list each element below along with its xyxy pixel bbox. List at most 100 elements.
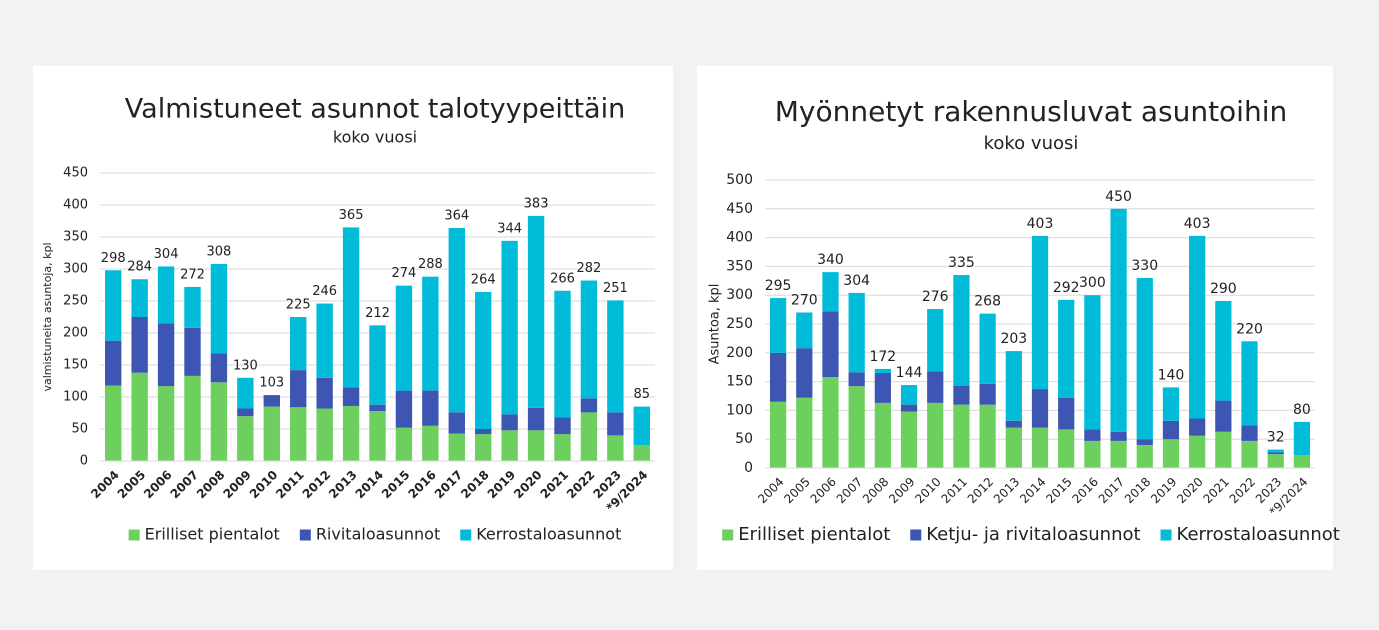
total-label: 264 (471, 273, 496, 288)
bar-segment (210, 382, 228, 461)
total-label: 308 (207, 244, 232, 259)
bar-segment (1267, 454, 1284, 468)
total-label: 276 (922, 289, 949, 305)
total-label: 365 (339, 208, 364, 223)
bar-segment (157, 323, 175, 387)
total-label: 80 (1293, 402, 1311, 418)
bar-segment (796, 397, 813, 468)
bar-segment (1136, 439, 1153, 445)
bar-segment (554, 417, 571, 435)
total-label: 284 (127, 260, 152, 275)
bar-segment (1241, 425, 1258, 441)
bar-segment (580, 280, 598, 399)
bar-segment (554, 290, 571, 418)
bar-segment (1267, 452, 1284, 455)
bar-segment (527, 215, 545, 408)
bar-segment (848, 292, 865, 373)
bar-segment (1162, 420, 1180, 440)
bar-segment (1058, 429, 1075, 468)
bar-segment (1162, 387, 1180, 421)
bar-segment (1110, 431, 1127, 441)
legend-label: Erilliset pientalot (738, 524, 890, 545)
bar-segment (900, 411, 918, 468)
bar-segment (422, 390, 439, 426)
bar-segment (953, 404, 970, 468)
chart-subtitle: koko vuosi (984, 133, 1079, 154)
bar-segment (607, 412, 624, 436)
bar-segment (422, 425, 439, 461)
y-axis-label: Asuntoa, kpl (708, 284, 723, 365)
bar-segment (290, 370, 307, 408)
total-label: 144 (896, 365, 923, 381)
total-label: 304 (843, 273, 870, 289)
bar-segment (1215, 400, 1232, 432)
total-label: 298 (101, 251, 126, 266)
bar-segment (900, 385, 918, 405)
total-label: 300 (1079, 275, 1106, 291)
bar-segment (848, 386, 865, 468)
bar-segment (1005, 420, 1022, 428)
bar-segment (607, 300, 624, 413)
chart-title: Valmistuneet asunnot talotyypeittäin (125, 94, 625, 125)
bar-segment (342, 405, 360, 461)
bar-segment (607, 435, 624, 461)
total-label: 225 (286, 298, 311, 313)
bar-segment (475, 429, 492, 435)
bar-segment (1293, 421, 1311, 456)
legend-label: Kerrostaloasunnot (1177, 524, 1340, 545)
bar-segment (1110, 440, 1127, 468)
total-label: 220 (1236, 321, 1263, 337)
bar-segment (1241, 440, 1258, 468)
bar-segment (210, 263, 228, 354)
bar-segment (237, 377, 254, 409)
bar-segment (953, 385, 970, 405)
bar-segment (422, 276, 439, 391)
bar-segment (263, 406, 280, 461)
bar-segment (131, 372, 148, 461)
total-label: 268 (974, 294, 1001, 310)
bar-segment (979, 313, 996, 384)
bar-segment (475, 292, 492, 429)
total-label: 103 (259, 376, 284, 391)
bar-segment (874, 368, 891, 373)
chart-title: Myönnetyt rakennusluvat asuntoihin (775, 95, 1287, 128)
bar-segment (263, 395, 280, 407)
y-tick-label: 300 (726, 287, 753, 303)
bar-segment (927, 309, 944, 372)
bar-segment (290, 407, 307, 461)
bar-segment (1241, 341, 1258, 426)
bar-segment (210, 353, 228, 383)
legend-label: Rivitaloasunnot (316, 525, 440, 544)
legend-label: Ketju- ja rivitaloasunnot (926, 524, 1140, 545)
y-tick-label: 200 (63, 326, 88, 341)
bar-segment (316, 377, 333, 409)
bar-segment (1031, 389, 1049, 428)
y-tick-label: 100 (726, 402, 753, 418)
total-label: 212 (365, 306, 390, 321)
y-tick-label: 50 (735, 431, 753, 447)
bar-segment (1136, 277, 1153, 440)
bar-segment (822, 376, 839, 468)
bar-segment (1084, 440, 1101, 468)
total-label: 32 (1267, 430, 1285, 446)
bar-segment (184, 286, 201, 328)
total-label: 403 (1027, 216, 1054, 232)
bar-segment (848, 372, 865, 387)
total-label: 203 (1000, 331, 1027, 347)
y-tick-label: 0 (744, 460, 753, 476)
bar-segment (1189, 435, 1206, 468)
bar-segment (290, 317, 307, 371)
bar-segment (369, 325, 386, 405)
bar-segment (874, 402, 891, 468)
bar-segment (1005, 351, 1022, 421)
y-tick-label: 50 (71, 422, 88, 437)
total-label: 272 (180, 267, 205, 282)
bar-segment (1058, 299, 1075, 398)
total-label: 172 (869, 349, 896, 365)
bar-segment (105, 385, 122, 461)
total-label: 270 (791, 292, 818, 308)
legend-swatch (722, 529, 734, 541)
bar-segment (796, 312, 813, 349)
bar-segment (395, 390, 413, 428)
